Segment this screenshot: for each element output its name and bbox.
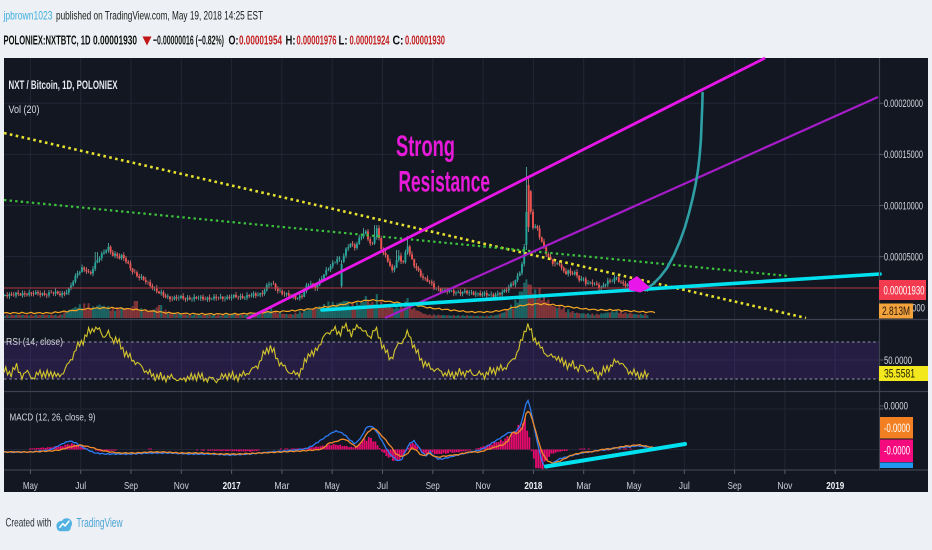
svg-text:2.813M: 2.813M [882, 306, 910, 318]
svg-text:0.00001954: 0.00001954 [239, 33, 282, 48]
svg-text:O:: O: [229, 33, 239, 48]
svg-text:published on TradingView.com,: published on TradingView.com, May 19, 20… [56, 9, 263, 23]
svg-text:Nov: Nov [476, 480, 492, 492]
svg-text:May: May [23, 480, 39, 492]
svg-text:RSI (14, close): RSI (14, close) [6, 336, 63, 348]
svg-text:MACD (12, 26, close, 9): MACD (12, 26, close, 9) [10, 412, 96, 424]
svg-text:Created with: Created with [6, 516, 52, 530]
svg-text:Jul: Jul [679, 480, 690, 492]
svg-text:Jul: Jul [75, 480, 86, 492]
svg-text:Sep: Sep [124, 480, 138, 492]
svg-text:0.00001930: 0.00001930 [405, 33, 445, 48]
svg-text:0.00001930: 0.00001930 [884, 284, 925, 298]
svg-text:0.00001930: 0.00001930 [93, 33, 137, 48]
svg-text:2019: 2019 [826, 480, 844, 492]
svg-text:−0.00000016 (−0.82%): −0.00000016 (−0.82%) [153, 33, 224, 48]
svg-text:Jul: Jul [377, 480, 388, 492]
svg-text:POLONIEX:NXTBTC, 1D: POLONIEX:NXTBTC, 1D [4, 33, 91, 48]
svg-text:0.00001976: 0.00001976 [297, 33, 337, 48]
svg-text:-0.0000: -0.0000 [884, 423, 910, 435]
svg-text:NXT / Bitcoin, 1D, POLONIEX: NXT / Bitcoin, 1D, POLONIEX [9, 78, 118, 92]
svg-text:2018: 2018 [524, 480, 542, 492]
svg-text:0.00020000: 0.00020000 [884, 98, 923, 110]
svg-text:H:: H: [286, 33, 296, 48]
svg-text:35.5581: 35.5581 [884, 369, 915, 381]
svg-text:Sep: Sep [728, 480, 742, 492]
svg-text:50.0000: 50.0000 [884, 355, 912, 367]
svg-text:C:: C: [393, 33, 404, 48]
svg-text:Vol (20): Vol (20) [9, 104, 40, 116]
svg-text:Nov: Nov [174, 480, 190, 492]
svg-text:0.00001924: 0.00001924 [350, 33, 390, 48]
svg-text:May: May [627, 480, 643, 492]
svg-text:May: May [325, 480, 341, 492]
svg-text:jpbrown1023: jpbrown1023 [3, 9, 53, 23]
svg-text:Nov: Nov [777, 480, 793, 492]
svg-text:0.00015000: 0.00015000 [884, 149, 923, 161]
svg-text:Sep: Sep [426, 480, 440, 492]
svg-text:Mar: Mar [576, 480, 591, 492]
svg-text:0.0000: 0.0000 [884, 401, 908, 413]
svg-text:Resistance: Resistance [399, 166, 491, 199]
svg-text:0.00010000: 0.00010000 [884, 200, 923, 212]
svg-text:Mar: Mar [274, 480, 289, 492]
svg-text:L:: L: [339, 33, 348, 48]
svg-text:2017: 2017 [223, 480, 241, 492]
svg-text:Strong: Strong [396, 130, 455, 163]
svg-text:-0.0000: -0.0000 [884, 446, 910, 458]
svg-text:TradingView: TradingView [77, 516, 124, 530]
svg-text:0.00005000: 0.00005000 [884, 251, 923, 263]
